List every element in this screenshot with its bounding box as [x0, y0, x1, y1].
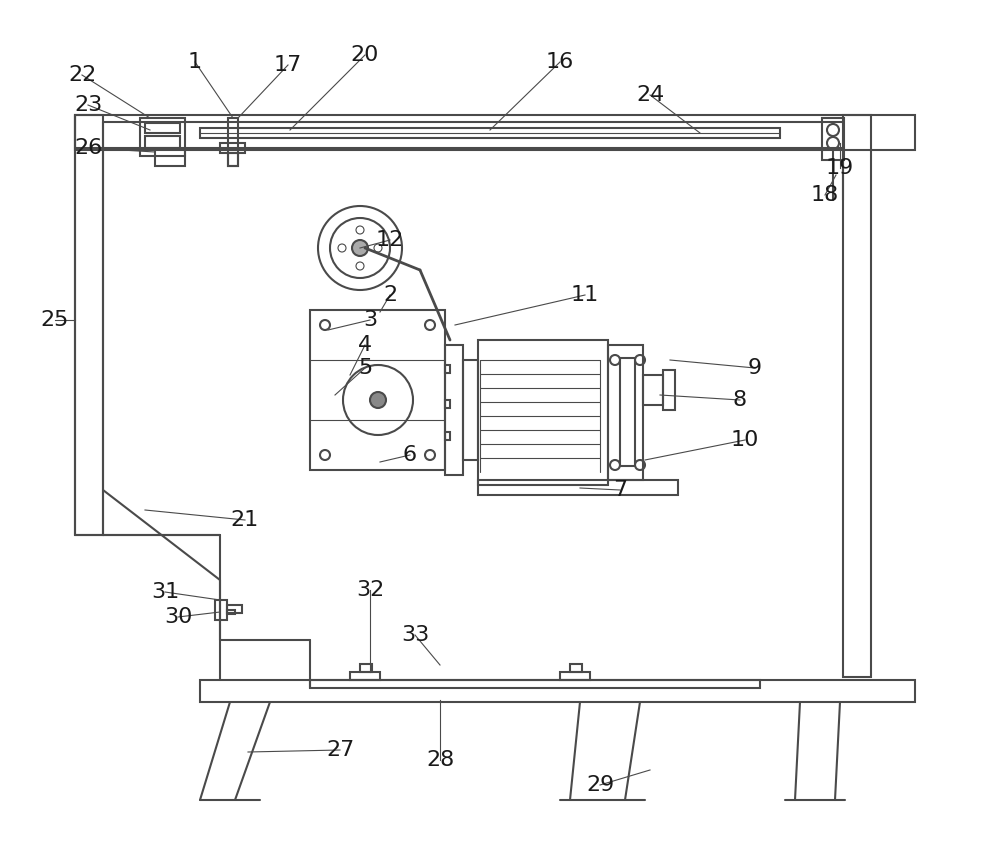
Text: 22: 22	[68, 65, 96, 85]
Bar	[145, 123, 180, 133]
Bar	[75, 115, 915, 150]
Text: 3: 3	[363, 310, 377, 330]
Bar	[663, 370, 675, 410]
Bar	[560, 672, 590, 680]
Text: 32: 32	[356, 580, 384, 600]
Bar	[445, 432, 450, 440]
Text: 29: 29	[586, 775, 614, 795]
Text: 20: 20	[351, 45, 379, 65]
Text: 25: 25	[41, 310, 69, 330]
Bar	[570, 664, 582, 672]
Bar	[350, 672, 380, 680]
Bar	[478, 480, 678, 495]
Text: 18: 18	[811, 185, 839, 205]
Text: 7: 7	[613, 480, 627, 500]
Text: 2: 2	[383, 285, 397, 305]
Bar	[643, 375, 663, 405]
Text: 10: 10	[731, 430, 759, 450]
Text: 24: 24	[636, 85, 664, 105]
Bar	[310, 680, 760, 688]
Text: 9: 9	[748, 358, 762, 378]
Bar	[843, 115, 871, 677]
Circle shape	[352, 240, 368, 256]
Text: 6: 6	[403, 445, 417, 465]
Bar	[463, 360, 478, 460]
Text: 8: 8	[733, 390, 747, 410]
Bar	[227, 605, 242, 613]
Text: 28: 28	[426, 750, 454, 770]
Bar	[620, 358, 635, 466]
Text: 30: 30	[164, 607, 192, 627]
Text: 31: 31	[151, 582, 179, 602]
Bar	[360, 664, 372, 672]
Bar	[445, 345, 463, 475]
Text: 4: 4	[358, 335, 372, 355]
Text: 1: 1	[188, 52, 202, 72]
Text: 17: 17	[274, 55, 302, 75]
Bar	[220, 143, 245, 153]
Bar	[200, 680, 915, 702]
Bar	[140, 118, 185, 156]
Bar	[155, 149, 185, 166]
Text: 27: 27	[326, 740, 354, 760]
Bar	[228, 118, 238, 166]
Text: 5: 5	[358, 358, 372, 378]
Bar	[445, 365, 450, 373]
Text: 19: 19	[826, 158, 854, 178]
Bar	[145, 136, 180, 148]
Bar	[822, 118, 844, 160]
Bar	[310, 310, 445, 470]
Text: 11: 11	[571, 285, 599, 305]
Circle shape	[370, 392, 386, 408]
Bar	[215, 600, 227, 620]
Text: 12: 12	[376, 230, 404, 250]
Bar	[478, 340, 608, 485]
Bar	[608, 345, 643, 480]
Bar	[75, 115, 103, 535]
Text: 16: 16	[546, 52, 574, 72]
Bar	[227, 610, 235, 614]
Text: 23: 23	[74, 95, 102, 115]
Text: 26: 26	[74, 138, 102, 158]
Bar	[445, 400, 450, 408]
Bar	[228, 153, 238, 166]
Text: 33: 33	[401, 625, 429, 645]
Text: 21: 21	[231, 510, 259, 530]
Bar	[200, 128, 780, 138]
